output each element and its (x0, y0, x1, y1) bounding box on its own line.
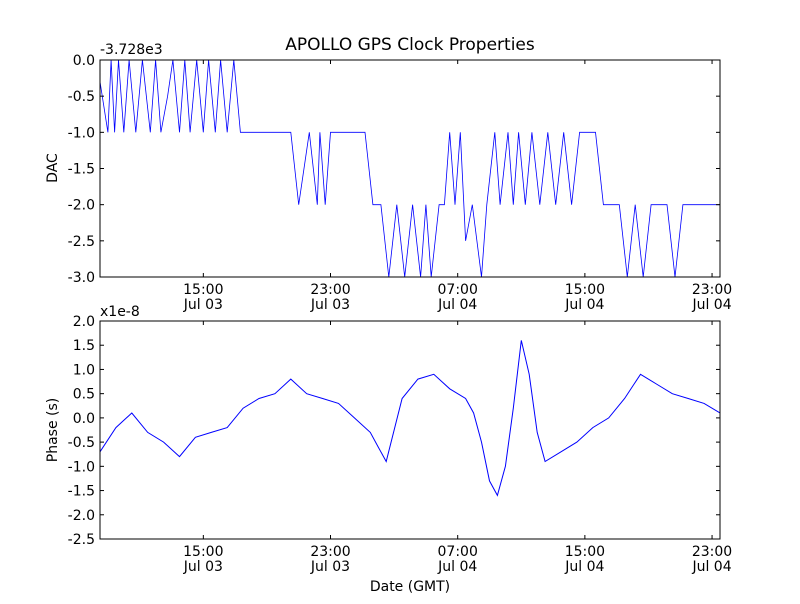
y-tick-label: -3.0 (68, 270, 95, 286)
y-tick-label: -1.0 (68, 459, 95, 475)
chart-title: APOLLO GPS Clock Properties (285, 35, 535, 55)
y-tick-label: 2.0 (73, 314, 95, 330)
x-tick-label-time: 15:00 (565, 544, 605, 560)
y-tick-label: 0.5 (73, 387, 95, 403)
plot-frame (99, 59, 721, 278)
x-tick-label-time: 07:00 (438, 544, 478, 560)
y-tick-label: -2.0 (68, 198, 95, 214)
y-tick-label: 1.0 (73, 362, 95, 378)
x-tick-label-date: Jul 03 (183, 297, 223, 313)
x-tick-label-time: 15:00 (183, 282, 223, 298)
x-tick-label-date: Jul 03 (310, 297, 350, 313)
x-tick-label-date: Jul 03 (310, 559, 350, 575)
x-tick-label-date: Jul 03 (183, 559, 223, 575)
x-tick-label-time: 07:00 (438, 282, 478, 298)
phase-series-line (100, 340, 720, 497)
x-tick-label-time: 23:00 (692, 544, 732, 560)
y-tick-label: 0.0 (73, 53, 95, 69)
x-tick-label-date: Jul 04 (437, 297, 477, 313)
y-tick-label: 1.5 (73, 338, 95, 354)
x-tick-label-date: Jul 04 (691, 297, 731, 313)
y-tick-label: -1.5 (68, 162, 95, 178)
top-y-axis-label: DAC (45, 153, 61, 183)
dac-series-line (100, 60, 720, 277)
y-tick-label: -0.5 (68, 435, 95, 451)
plot-frame (99, 320, 721, 540)
x-tick-label-date: Jul 04 (437, 559, 477, 575)
y-tick-label: -1.5 (68, 484, 95, 500)
y-tick-label: -2.5 (68, 532, 95, 548)
y-tick-label: -2.0 (68, 508, 95, 524)
y-tick-label: -0.5 (68, 89, 95, 105)
y-tick-label: -2.5 (68, 234, 95, 250)
x-tick-label-time: 15:00 (565, 282, 605, 298)
bottom-offset-label: x1e-8 (100, 304, 140, 320)
x-tick-label-time: 23:00 (310, 282, 350, 298)
y-tick-label: -1.0 (68, 125, 95, 141)
x-tick-label-date: Jul 04 (564, 559, 604, 575)
y-tick-label: 0.0 (73, 411, 95, 427)
bottom-y-axis-label: Phase (s) (45, 398, 61, 462)
x-tick-label-time: 23:00 (692, 282, 732, 298)
x-tick-label-date: Jul 04 (564, 297, 604, 313)
bottom-plot: 2.0 1.5 1.0 0.5 0.0 -0.5 -1.0 -1.5 -2.0 -2.5 15:00… (68, 314, 733, 575)
x-tick-label-date: Jul 04 (691, 559, 731, 575)
x-axis-label: Date (GMT) (370, 579, 450, 595)
x-tick-label-time: 15:00 (183, 544, 223, 560)
top-offset-label: -3.728e3 (100, 42, 163, 58)
x-tick-label-time: 23:00 (310, 544, 350, 560)
